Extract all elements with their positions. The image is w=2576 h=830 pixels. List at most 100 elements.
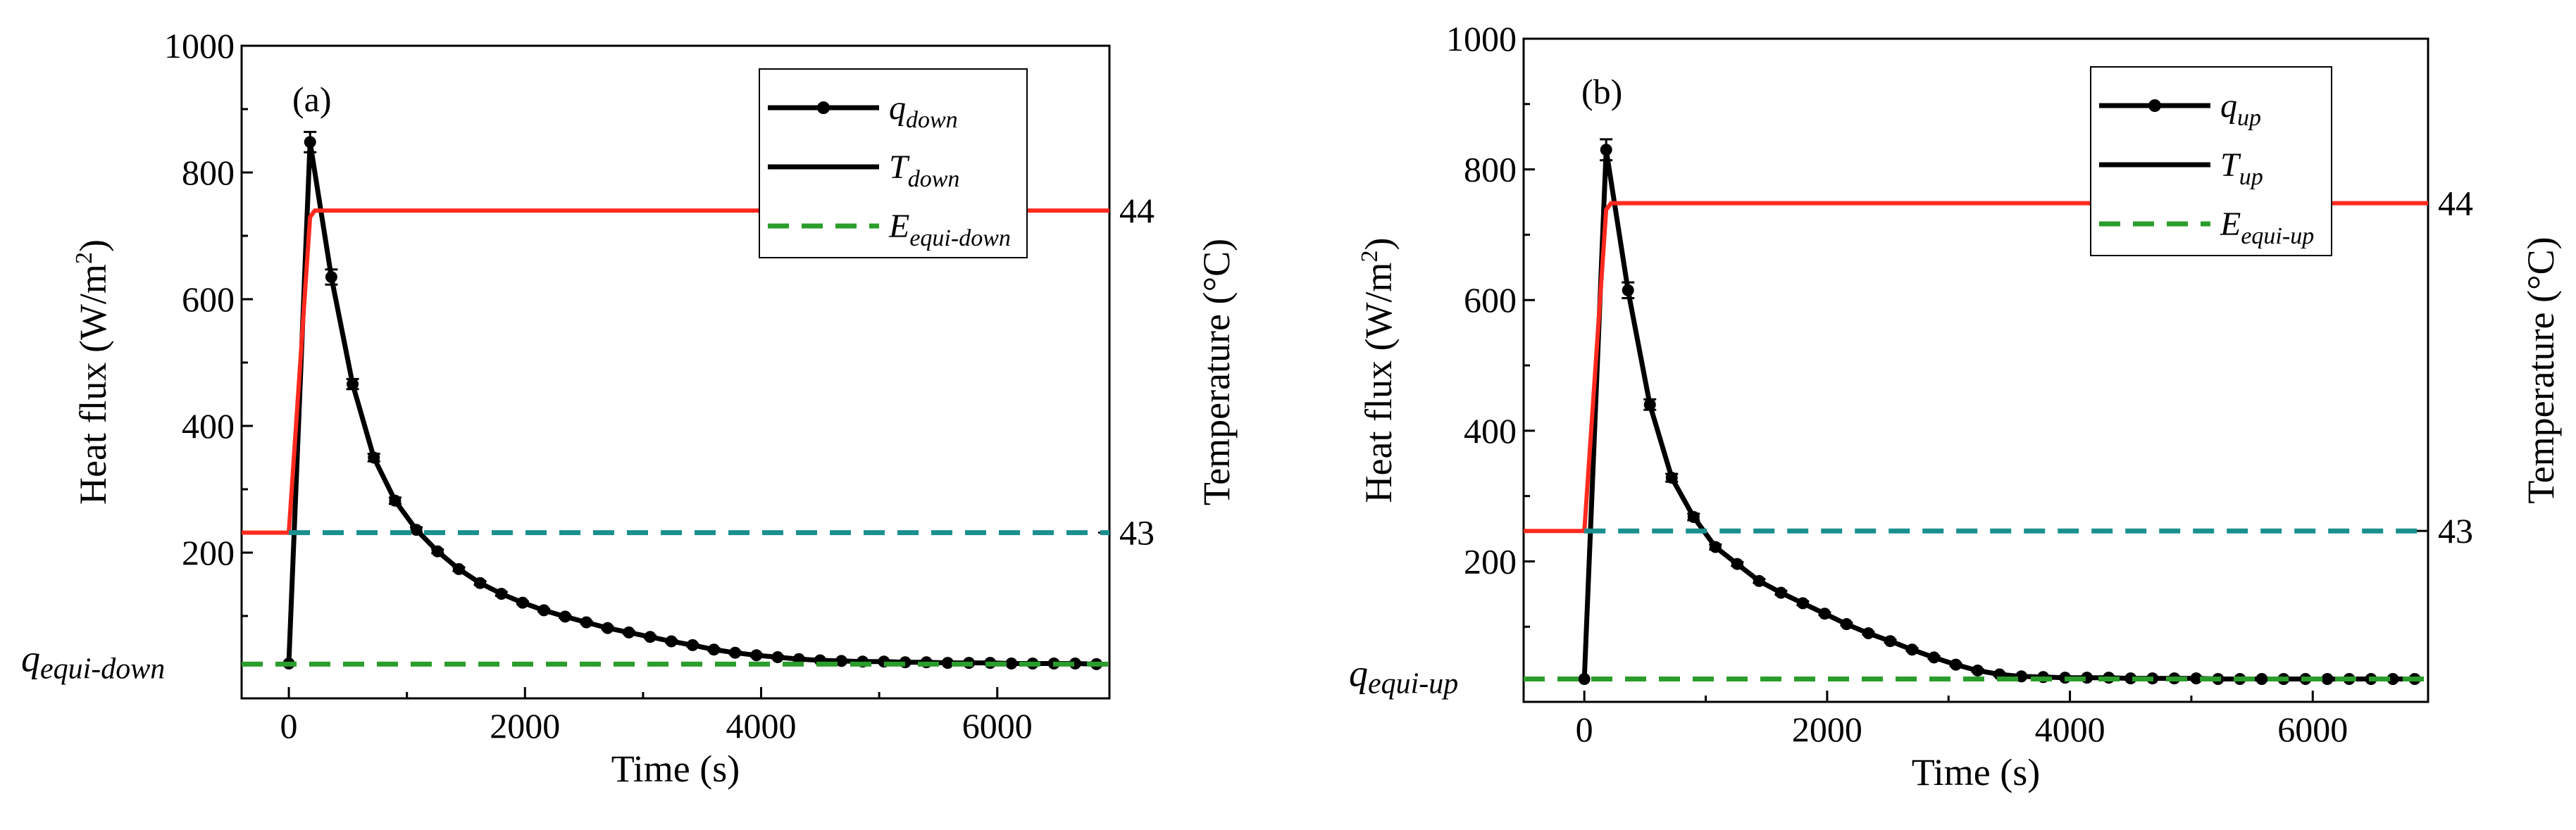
- data-point: [410, 524, 423, 536]
- legend-label-sub: up: [2239, 164, 2263, 190]
- data-point: [580, 616, 592, 629]
- data-point: [1818, 608, 1831, 620]
- data-point: [495, 588, 508, 600]
- equi-label-main: q: [21, 637, 40, 679]
- y-axis-title-tail: ): [1357, 238, 1400, 251]
- data-point: [452, 562, 465, 575]
- series-line-T_up: [1524, 201, 2428, 534]
- data-point: [1600, 144, 1612, 156]
- legend-label-temp: Tup: [2220, 146, 2263, 190]
- equi-label-main: q: [1349, 653, 1368, 695]
- y-tick-label: 400: [182, 406, 235, 446]
- x-tick-label: 6000: [962, 706, 1033, 746]
- legend-label-equi: Eequi-down: [888, 208, 1011, 251]
- data-point: [2321, 673, 2334, 686]
- panel-label: (b): [1581, 72, 1622, 111]
- data-point: [2015, 670, 2028, 683]
- data-point: [1906, 643, 1919, 656]
- legend-label-temp: Tdown: [889, 149, 959, 192]
- y2-tick-label: 44: [1119, 191, 1155, 230]
- x-tick-label: 6000: [2277, 710, 2348, 749]
- y-tick-label: 800: [1464, 150, 1517, 189]
- legend-label-sub: equi-up: [2241, 223, 2314, 249]
- y2-tick-label: 44: [2438, 184, 2473, 223]
- legend-label-main: q: [889, 89, 906, 127]
- y-tick-label: 200: [182, 533, 235, 572]
- data-point: [325, 271, 337, 283]
- legend-label-equi: Eequi-up: [2220, 206, 2314, 249]
- data-point: [1774, 586, 1787, 599]
- data-point: [1753, 574, 1765, 587]
- data-point: [771, 651, 784, 663]
- legend-label-main: E: [2220, 206, 2241, 243]
- data-point: [389, 494, 402, 507]
- data-point: [1972, 664, 1984, 677]
- data-point: [368, 451, 380, 464]
- legend-label-sub: down: [906, 107, 958, 133]
- y-axis-title-main: Heat flux (W/m: [1357, 263, 1400, 503]
- chart-panel-b: 0 2000 4000 6000 200 400 600 800 1000 43 44 Time (s…: [1349, 19, 2562, 793]
- y2-axis-title: Temperature (°C): [1195, 239, 1238, 505]
- legend-label-main: E: [888, 208, 909, 245]
- data-point: [1884, 635, 1896, 648]
- legend-label-main: q: [2220, 87, 2237, 125]
- data-point: [2255, 673, 2268, 686]
- data-point: [835, 655, 848, 667]
- x-axis-title: Time (s): [1912, 751, 2041, 793]
- legend-label-sub: down: [908, 166, 960, 192]
- plot-frame: [1522, 37, 2429, 703]
- y-axis-title-sup: 2: [71, 252, 97, 264]
- x-tick-label: 0: [1576, 710, 1593, 749]
- equi-label: qequi-down: [21, 637, 165, 685]
- y-tick-label: 600: [1464, 280, 1517, 320]
- data-point: [1796, 597, 1809, 610]
- data-point: [1665, 472, 1678, 484]
- equi-label: qequi-up: [1349, 653, 1458, 700]
- data-point: [304, 136, 316, 149]
- legend-label-main: T: [2220, 146, 2241, 184]
- data-point: [1709, 541, 1722, 553]
- legend-label-flux: qdown: [889, 89, 958, 133]
- legend-label-flux: qup: [2220, 87, 2261, 131]
- data-point: [1862, 627, 1874, 640]
- data-point: [559, 610, 571, 623]
- data-point: [474, 577, 487, 589]
- x-tick-label: 2000: [1792, 710, 1862, 749]
- data-point: [1950, 658, 1962, 671]
- data-point: [707, 643, 720, 656]
- y-tick-label: 400: [1464, 411, 1517, 451]
- equi-label-sub: equi-up: [1368, 668, 1458, 700]
- data-point: [2387, 673, 2399, 686]
- data-point: [644, 631, 657, 643]
- y-tick-label: 1000: [1446, 19, 1517, 58]
- data-point: [1928, 651, 1941, 664]
- data-point: [686, 639, 699, 651]
- panel-label: (a): [292, 80, 332, 119]
- y-axis-title: Heat flux (W/m2): [1357, 238, 1400, 503]
- data-point: [1731, 558, 1743, 570]
- x-tick-label: 4000: [726, 706, 797, 746]
- y2-axis-title: Temperature (°C): [2520, 237, 2562, 503]
- legend-marker-flux: [817, 101, 830, 114]
- y-axis-title-main: Heat flux (W/m: [72, 264, 114, 505]
- data-point: [347, 378, 359, 391]
- data-point: [729, 646, 742, 659]
- y-tick-label: 1000: [164, 26, 235, 65]
- x-tick-label: 0: [280, 706, 298, 746]
- y-tick-label: 800: [182, 153, 235, 192]
- legend-label-main: T: [889, 149, 910, 186]
- y-axis-title: Heat flux (W/m2): [71, 239, 114, 505]
- plot-frame: [240, 44, 1111, 700]
- data-point: [537, 604, 550, 617]
- y-tick-label: 200: [1464, 541, 1517, 581]
- chart-panel-a: 0 2000 4000 6000 200 400 600 800 1000 43 44 Time (s…: [21, 26, 1238, 790]
- equi-label-sub: equi-down: [40, 653, 165, 685]
- data-point: [750, 649, 763, 662]
- y-axis-title-sup: 2: [1357, 251, 1383, 263]
- data-point: [1643, 398, 1656, 411]
- legend-label-sub: up: [2237, 105, 2261, 131]
- data-point: [602, 622, 614, 634]
- legend-label-sub: equi-down: [909, 225, 1011, 251]
- y2-tick-label: 43: [2438, 511, 2473, 551]
